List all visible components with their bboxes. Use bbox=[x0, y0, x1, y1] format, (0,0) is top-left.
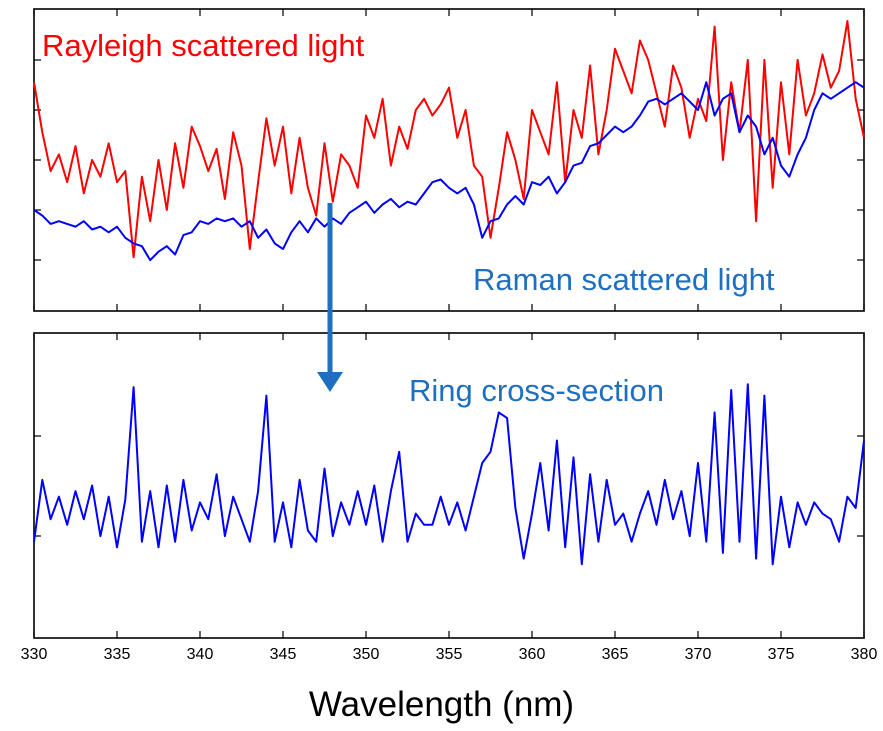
raman-annotation: Raman scattered light bbox=[473, 262, 775, 297]
x-axis-label: Wavelength (nm) bbox=[308, 685, 575, 724]
top-panel-ticks bbox=[33, 9, 865, 311]
x-tick-label: 345 bbox=[269, 646, 297, 663]
rayleigh-annotation: Rayleigh scattered light bbox=[42, 28, 365, 63]
x-tick-label: 350 bbox=[352, 646, 380, 663]
x-tick-label: 375 bbox=[767, 646, 795, 663]
x-tick-label: 335 bbox=[103, 646, 131, 663]
x-tick-label: 330 bbox=[20, 646, 48, 663]
x-tick-label: 380 bbox=[850, 646, 878, 663]
bottom-panel bbox=[33, 332, 865, 639]
ring-annotation: Ring cross-section bbox=[409, 373, 664, 408]
x-tick-label: 370 bbox=[684, 646, 712, 663]
top-series-rayleigh-scattered-light-line bbox=[33, 20, 865, 259]
x-tick-label: 340 bbox=[186, 646, 214, 663]
top-panel-series bbox=[33, 20, 865, 262]
bottom-panel-ticks bbox=[33, 333, 865, 638]
x-tick-label: 355 bbox=[435, 646, 463, 663]
arrow-head bbox=[317, 372, 343, 392]
bottom-series-ring-cross-section-line bbox=[33, 383, 865, 566]
transfer-arrow bbox=[317, 203, 343, 392]
top-series-raman-scattered-light-line bbox=[33, 81, 865, 262]
top-panel bbox=[33, 8, 865, 312]
x-tick-label: 360 bbox=[518, 646, 546, 663]
x-tick-label: 365 bbox=[601, 646, 629, 663]
bottom-panel-series bbox=[33, 383, 865, 566]
